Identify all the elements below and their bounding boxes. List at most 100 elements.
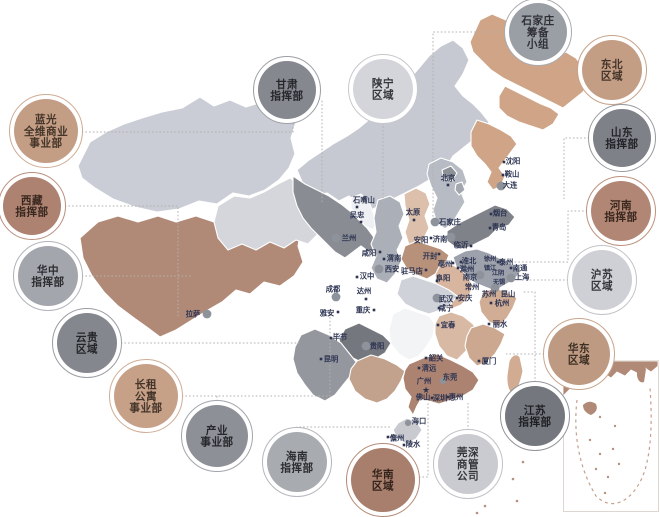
city-label: 鞍山	[505, 170, 520, 179]
city-marker: 咸阳	[362, 249, 382, 258]
province-xinjiang	[77, 96, 297, 213]
city-dot-icon	[488, 226, 492, 230]
org-circle-fill	[18, 246, 78, 306]
org-circle-industry-bu: 产业事业部	[181, 400, 253, 472]
org-circle-tibet-hq: 西藏指挥部	[0, 172, 66, 240]
city-dot-icon	[446, 395, 450, 399]
city-marker: 武汉	[432, 293, 454, 304]
org-circle-shandong-hq: 山东指挥部	[588, 104, 656, 172]
org-circle-central-china-hq: 华中指挥部	[13, 241, 83, 311]
org-circle-northeast-region: 东北区域	[577, 35, 647, 105]
city-label: 泰州	[498, 258, 514, 267]
city-marker: 鞍山	[501, 170, 520, 179]
city-marker: 安庆	[455, 294, 473, 303]
city-label: 石嘴山	[352, 196, 375, 205]
org-circle-label: 华中指挥部	[31, 264, 64, 289]
org-circle-fill	[509, 3, 567, 61]
city-dot-icon	[336, 310, 340, 314]
city-label: 东莞	[443, 373, 458, 382]
city-dot-icon	[439, 377, 447, 385]
city-dot-icon	[355, 275, 359, 279]
island-dot	[475, 511, 479, 515]
city-label: 南京	[463, 273, 478, 282]
org-circle-fill	[438, 434, 498, 494]
city-marker: 滁州	[456, 265, 474, 274]
org-circle-fill	[351, 448, 415, 512]
city-label: 江阴	[492, 269, 504, 277]
city-marker: 常州	[465, 283, 480, 292]
org-circle-shaanning-region: 陕宁区域	[348, 54, 418, 124]
connector-line	[482, 210, 591, 263]
province-shapes	[77, 13, 590, 445]
inset-island-dot	[603, 491, 607, 495]
city-label: 北京	[441, 174, 456, 183]
org-circle-husu-region: 沪苏区域	[567, 245, 637, 315]
city-label: 昆明	[324, 355, 339, 364]
org-circle-label: 山东指挥部	[605, 126, 638, 151]
org-circle-fill	[258, 61, 316, 119]
province-shandong	[446, 204, 516, 250]
city-marker: 石嘴山	[352, 196, 375, 209]
inset-frame	[563, 360, 659, 512]
org-circle-label: 长租公寓事业部	[129, 378, 162, 414]
org-circle-label: 云贵区域	[76, 331, 98, 356]
city-dot-icon	[509, 266, 513, 270]
province-tianjin	[454, 181, 466, 196]
city-dot-icon	[446, 183, 450, 187]
org-circle-fill	[591, 181, 651, 241]
province-shanxi	[403, 187, 431, 250]
city-label: 韶关	[429, 354, 444, 363]
city-marker: 烟台	[489, 209, 507, 218]
city-marker: 大连	[496, 181, 518, 191]
city-marker: 吴忠	[350, 211, 365, 224]
city-marker: 南通	[509, 264, 528, 273]
city-marker: 雅安	[320, 309, 340, 318]
province-hebei	[426, 157, 468, 230]
city-label: 安庆	[458, 294, 473, 303]
city-marker: 海口	[404, 417, 427, 427]
city-label: 海口	[412, 417, 427, 426]
city-label: 汉中	[360, 272, 375, 281]
connector-lines	[61, 31, 593, 478]
org-circle-fill	[505, 386, 565, 446]
province-hainan	[392, 417, 423, 445]
city-marker: 临沂	[454, 241, 473, 250]
city-marker: 西安	[374, 264, 399, 274]
org-circle-fill	[186, 405, 248, 467]
org-circle-yungui-region: 云贵区域	[52, 308, 122, 378]
org-circle-hainan-hq: 海南指挥部	[262, 427, 332, 497]
province-shaanxi	[370, 195, 405, 284]
org-circle-label: 莞深商管公司	[456, 446, 479, 482]
city-marker: 安阳	[414, 236, 433, 245]
city-marker: 陵水	[402, 440, 421, 449]
major-city-dot-icon	[506, 273, 516, 283]
city-marker: 毕节	[329, 333, 348, 342]
org-circle-fill	[3, 177, 61, 235]
province-zhejiang	[478, 287, 518, 327]
city-label: 重庆	[356, 306, 371, 315]
major-city-dot-icon	[361, 341, 371, 351]
city-marker: 贵阳	[361, 341, 384, 351]
org-circle-label: 沪苏区域	[591, 268, 613, 293]
city-dot-icon	[437, 306, 441, 310]
province-liaoning	[470, 119, 518, 191]
city-dot-icon	[378, 250, 382, 254]
org-circle-gansu-hq: 甘肃指挥部	[253, 56, 321, 124]
province-hubei	[396, 275, 458, 315]
city-dot-icon	[436, 323, 440, 327]
org-circle-label: 西藏指挥部	[15, 194, 48, 219]
city-marker: 成都	[326, 285, 341, 302]
city-marker: 泰州	[496, 258, 514, 267]
province-beijing	[441, 165, 458, 182]
major-city-dot-icon	[374, 264, 384, 274]
city-marker: 厦门	[477, 357, 496, 366]
city-dot-icon	[502, 160, 506, 164]
city-dot-icon	[359, 220, 363, 224]
island-dot	[515, 499, 519, 503]
city-label: 常州	[465, 283, 480, 292]
org-circle-fill	[582, 40, 642, 100]
city-label: 石家庄	[438, 218, 462, 227]
inset-island-dot	[606, 475, 610, 479]
org-circle-label: 华东区域	[568, 342, 590, 367]
